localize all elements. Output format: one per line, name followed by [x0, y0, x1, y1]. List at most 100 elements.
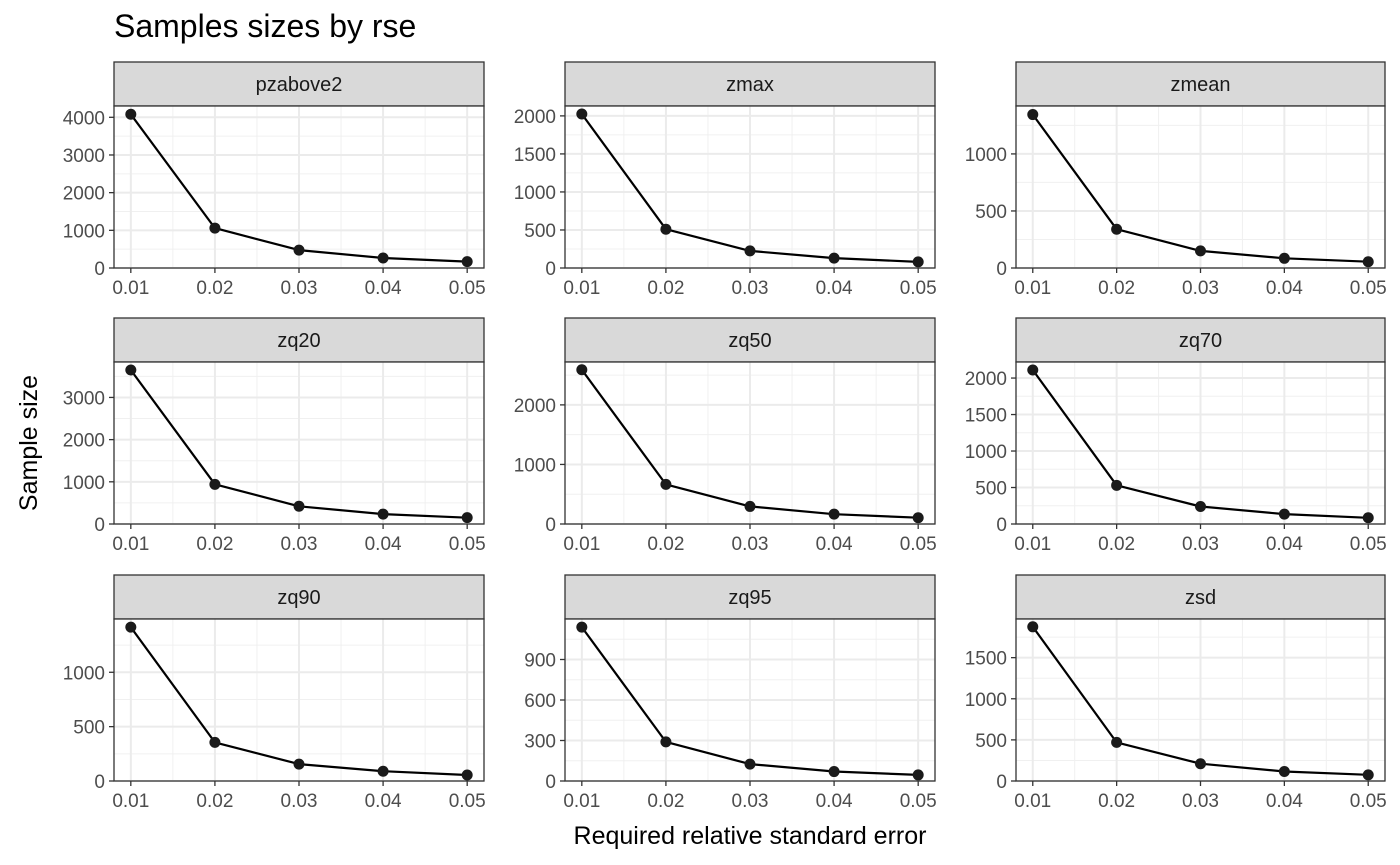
data-point	[912, 256, 924, 268]
y-tick-label: 0	[94, 515, 105, 536]
facet-strip	[1015, 317, 1386, 363]
data-point	[209, 478, 221, 490]
data-point	[209, 736, 221, 748]
data-point	[1195, 245, 1206, 257]
data-point	[1111, 736, 1123, 748]
y-tick-label: 1000	[63, 473, 105, 494]
data-point	[1195, 758, 1206, 770]
x-tick-label: 0.01	[563, 791, 600, 812]
facet-panel-zmean: zmean 0 500 1000 0.01 0.02 0.03 0.04 0.05	[965, 61, 1387, 299]
data-point	[293, 500, 305, 512]
x-tick-label: 0.02	[196, 278, 233, 299]
data-point	[461, 256, 473, 268]
facet-panel-pzabove2: pzabove2 0 1000 2000 3000 4000 0.01 0.02 0.03 0.0…	[63, 61, 486, 299]
facet-strip-label: zsd	[1185, 587, 1216, 609]
data-point	[828, 766, 840, 778]
y-tick-label: 900	[524, 651, 556, 672]
x-tick-label: 0.03	[1182, 534, 1219, 555]
x-tick-label: 0.02	[647, 791, 684, 812]
x-tick-label: 0.03	[732, 534, 769, 555]
y-tick-label: 1000	[63, 663, 105, 684]
x-tick-label: 0.04	[365, 534, 402, 555]
x-axis-title: Required relative standard error	[574, 822, 927, 850]
facet-strip	[1015, 574, 1386, 620]
x-tick-label: 0.04	[1266, 791, 1303, 812]
y-tick-label: 3000	[63, 146, 105, 167]
y-tick-label: 500	[975, 731, 1007, 752]
y-tick-label: 0	[545, 515, 556, 536]
x-tick-label: 0.04	[1266, 278, 1303, 299]
data-point	[1027, 364, 1039, 376]
x-tick-label: 0.01	[112, 534, 149, 555]
y-tick-label: 1000	[514, 455, 556, 476]
x-tick-label: 0.05	[449, 534, 486, 555]
data-point	[1027, 621, 1039, 633]
data-point	[293, 244, 305, 256]
x-tick-label: 0.02	[1098, 791, 1135, 812]
facet-strip-label: zq90	[277, 587, 320, 609]
x-tick-label: 0.01	[563, 278, 600, 299]
y-tick-label: 0	[996, 515, 1007, 536]
y-tick-label: 4000	[63, 108, 105, 129]
data-point	[125, 364, 137, 376]
facet-strip-label: zq95	[728, 587, 771, 609]
facet-strip	[113, 574, 485, 620]
data-point	[576, 621, 588, 633]
y-tick-label: 2000	[63, 184, 105, 205]
x-tick-label: 0.04	[816, 278, 853, 299]
facet-panel-zq20: zq20 0 1000 2000 3000 0.01 0.02 0.03 0.04 0.05	[63, 317, 486, 555]
x-tick-label: 0.03	[281, 278, 318, 299]
data-point	[912, 769, 924, 781]
y-tick-label: 1500	[965, 649, 1007, 670]
y-tick-label: 2000	[514, 396, 556, 417]
y-tick-label: 2000	[63, 431, 105, 452]
y-tick-label: 1000	[965, 690, 1007, 711]
x-tick-label: 0.03	[1182, 278, 1219, 299]
facet-strip	[564, 317, 936, 363]
data-point	[828, 252, 840, 264]
data-point	[125, 621, 137, 633]
data-point	[1027, 109, 1039, 121]
x-tick-label: 0.01	[1014, 791, 1051, 812]
x-tick-label: 0.04	[365, 791, 402, 812]
facet-strip-label: zmean	[1170, 74, 1230, 96]
data-point	[744, 245, 756, 257]
x-tick-label: 0.05	[900, 534, 937, 555]
y-tick-label: 0	[94, 772, 105, 793]
facet-panel-zq90: zq90 0 500 1000 0.01 0.02 0.03 0.04 0.05	[63, 574, 486, 812]
data-point	[660, 736, 672, 748]
data-point	[293, 758, 305, 770]
y-tick-label: 300	[524, 732, 556, 753]
data-point	[1362, 769, 1374, 781]
x-tick-label: 0.03	[1182, 791, 1219, 812]
x-tick-label: 0.04	[816, 791, 853, 812]
y-tick-label: 1000	[63, 221, 105, 242]
data-point	[744, 758, 756, 770]
x-tick-label: 0.03	[732, 278, 769, 299]
data-point	[1362, 256, 1374, 268]
data-point	[461, 769, 473, 781]
facet-panel-zq95: zq95 0 300 600 900 0.01 0.02 0.03 0.04 0.05	[524, 574, 937, 812]
x-tick-label: 0.02	[196, 791, 233, 812]
y-tick-label: 2000	[965, 369, 1007, 390]
x-tick-label: 0.01	[563, 534, 600, 555]
facet-panel-zsd: zsd 0 500 1000 1500 0.01 0.02 0.03 0.04 0.05	[965, 574, 1387, 812]
y-tick-label: 600	[524, 691, 556, 712]
facet-strip	[113, 61, 485, 107]
x-tick-label: 0.01	[112, 791, 149, 812]
data-point	[1278, 252, 1290, 264]
data-point	[1195, 500, 1206, 512]
data-point	[828, 508, 840, 520]
x-tick-label: 0.05	[900, 278, 937, 299]
y-tick-label: 1000	[965, 442, 1007, 463]
data-point	[1111, 223, 1123, 235]
chart-title: Samples sizes by rse	[114, 8, 417, 44]
data-point	[912, 512, 924, 524]
x-tick-label: 0.04	[365, 278, 402, 299]
x-tick-label: 0.03	[281, 791, 318, 812]
x-tick-label: 0.02	[1098, 534, 1135, 555]
y-tick-label: 0	[94, 259, 105, 280]
facet-strip-label: zq20	[277, 330, 320, 352]
data-point	[1278, 508, 1290, 520]
